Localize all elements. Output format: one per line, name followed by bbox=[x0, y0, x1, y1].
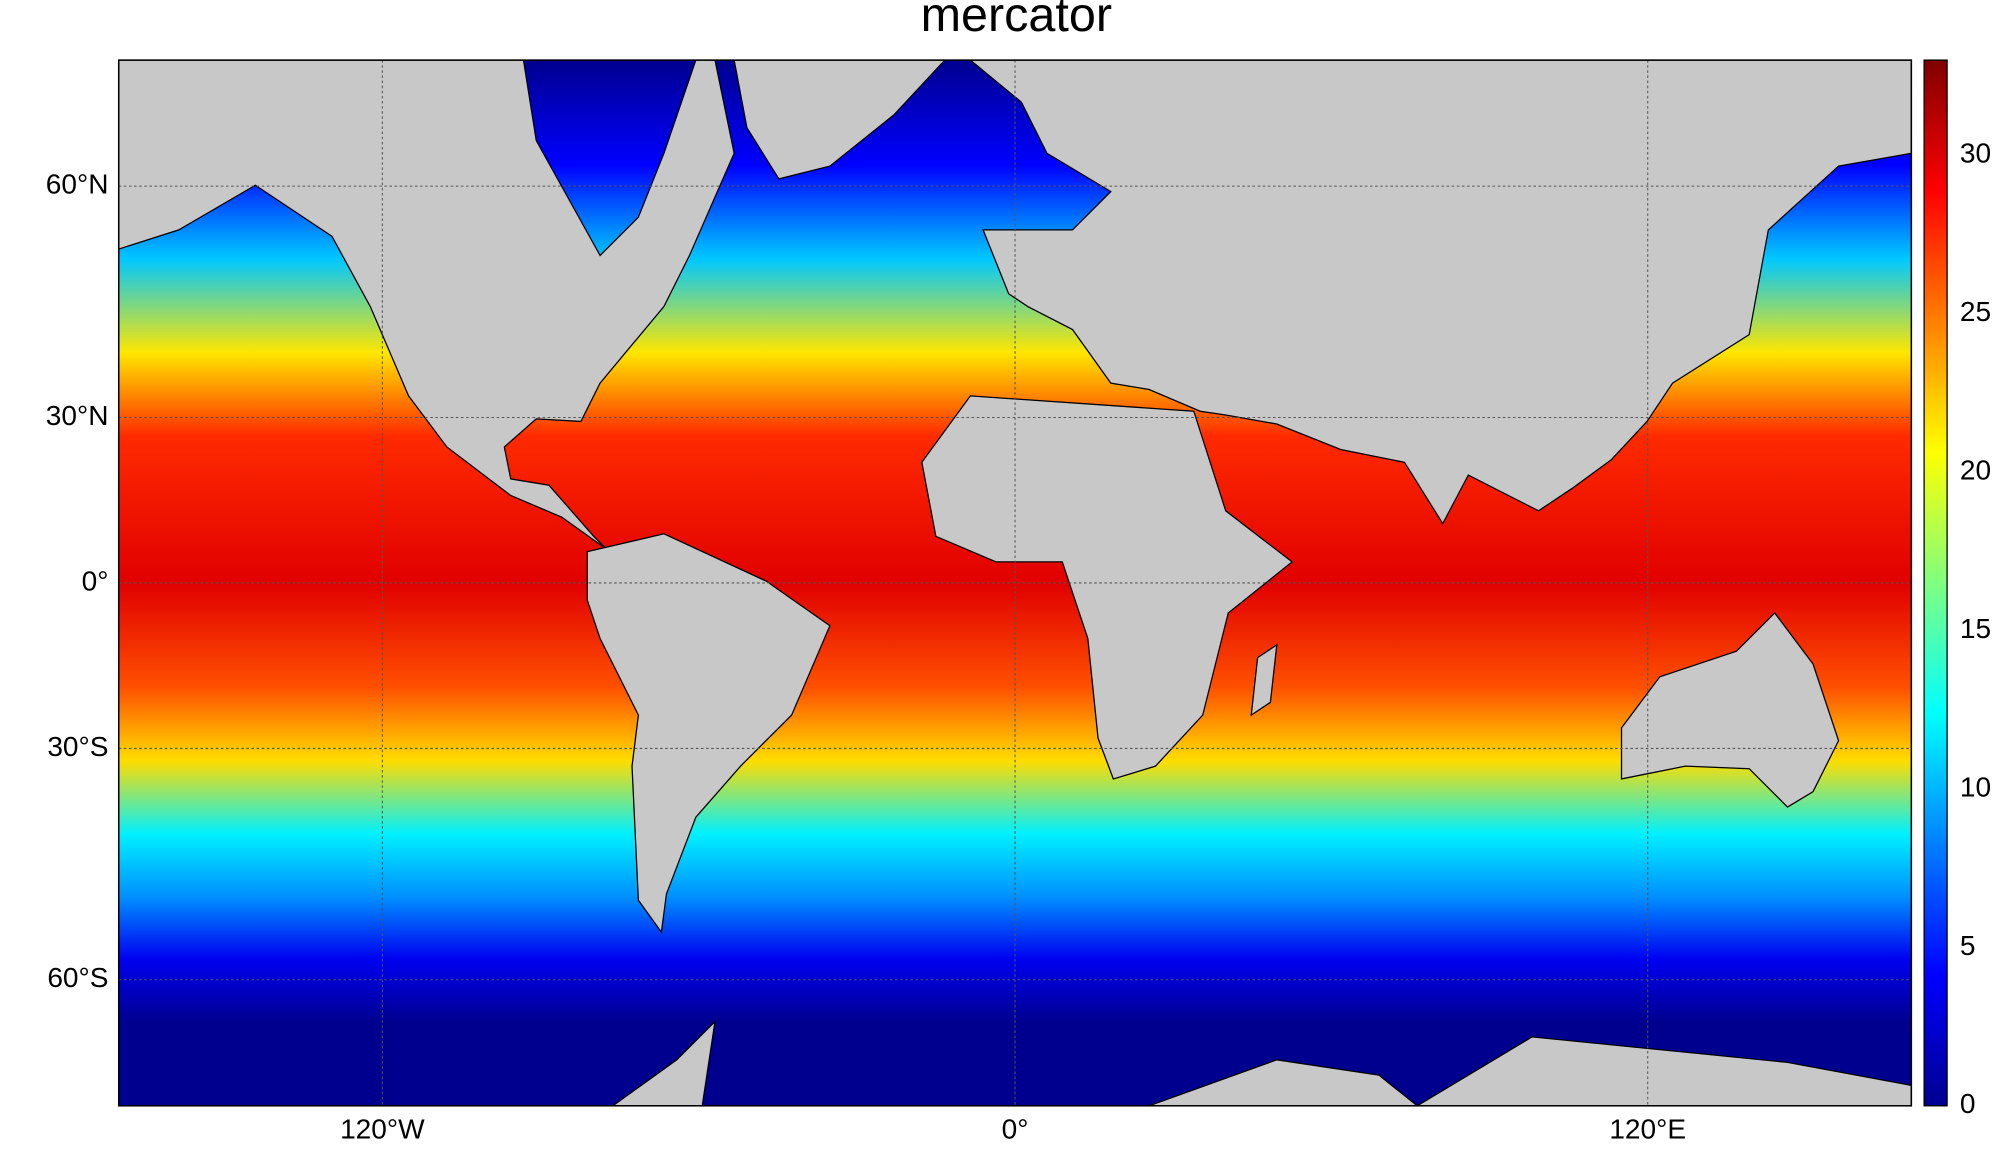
y-tick-label: 30°N bbox=[46, 400, 109, 431]
x-tick-label: 120°W bbox=[340, 1114, 425, 1145]
colorbar-tick-label: 30 bbox=[1960, 138, 1991, 169]
madagascar bbox=[1250, 643, 1278, 717]
colorbar-tick-label: 5 bbox=[1960, 930, 1976, 961]
africa bbox=[921, 395, 1294, 780]
y-tick-label: 0° bbox=[82, 565, 109, 596]
axes: 120°W 0° 120°E 60°S 30°S 0° 30°N 60°N 0 5 10 15 20 25… bbox=[46, 60, 1991, 1145]
colorbar bbox=[1923, 59, 1948, 1107]
y-tick-label: 30°S bbox=[47, 731, 108, 762]
australia bbox=[1620, 611, 1840, 808]
north-america bbox=[118, 60, 735, 550]
x-tick-label: 120°E bbox=[1609, 1114, 1686, 1145]
colorbar-tick-label: 10 bbox=[1960, 771, 1991, 802]
colorbar-tick-label: 0 bbox=[1960, 1088, 1976, 1119]
x-tick-label: 0° bbox=[1002, 1114, 1029, 1145]
plot-frame bbox=[117, 59, 1913, 1107]
colorbar-tick-label: 25 bbox=[1960, 296, 1991, 327]
y-tick-label: 60°N bbox=[46, 169, 109, 200]
antarctica bbox=[1148, 1036, 1912, 1106]
land bbox=[118, 60, 1912, 1106]
greenland bbox=[733, 60, 946, 180]
eurasia bbox=[969, 60, 1912, 525]
y-tick-label: 60°S bbox=[47, 962, 108, 993]
map bbox=[118, 60, 1912, 1106]
south-america bbox=[586, 533, 831, 934]
antarctic-peninsula bbox=[611, 1019, 716, 1106]
colorbar-tick-label: 20 bbox=[1960, 454, 1991, 485]
chart-title: mercator bbox=[921, 0, 1112, 42]
colorbar-tick-label: 15 bbox=[1960, 613, 1991, 644]
